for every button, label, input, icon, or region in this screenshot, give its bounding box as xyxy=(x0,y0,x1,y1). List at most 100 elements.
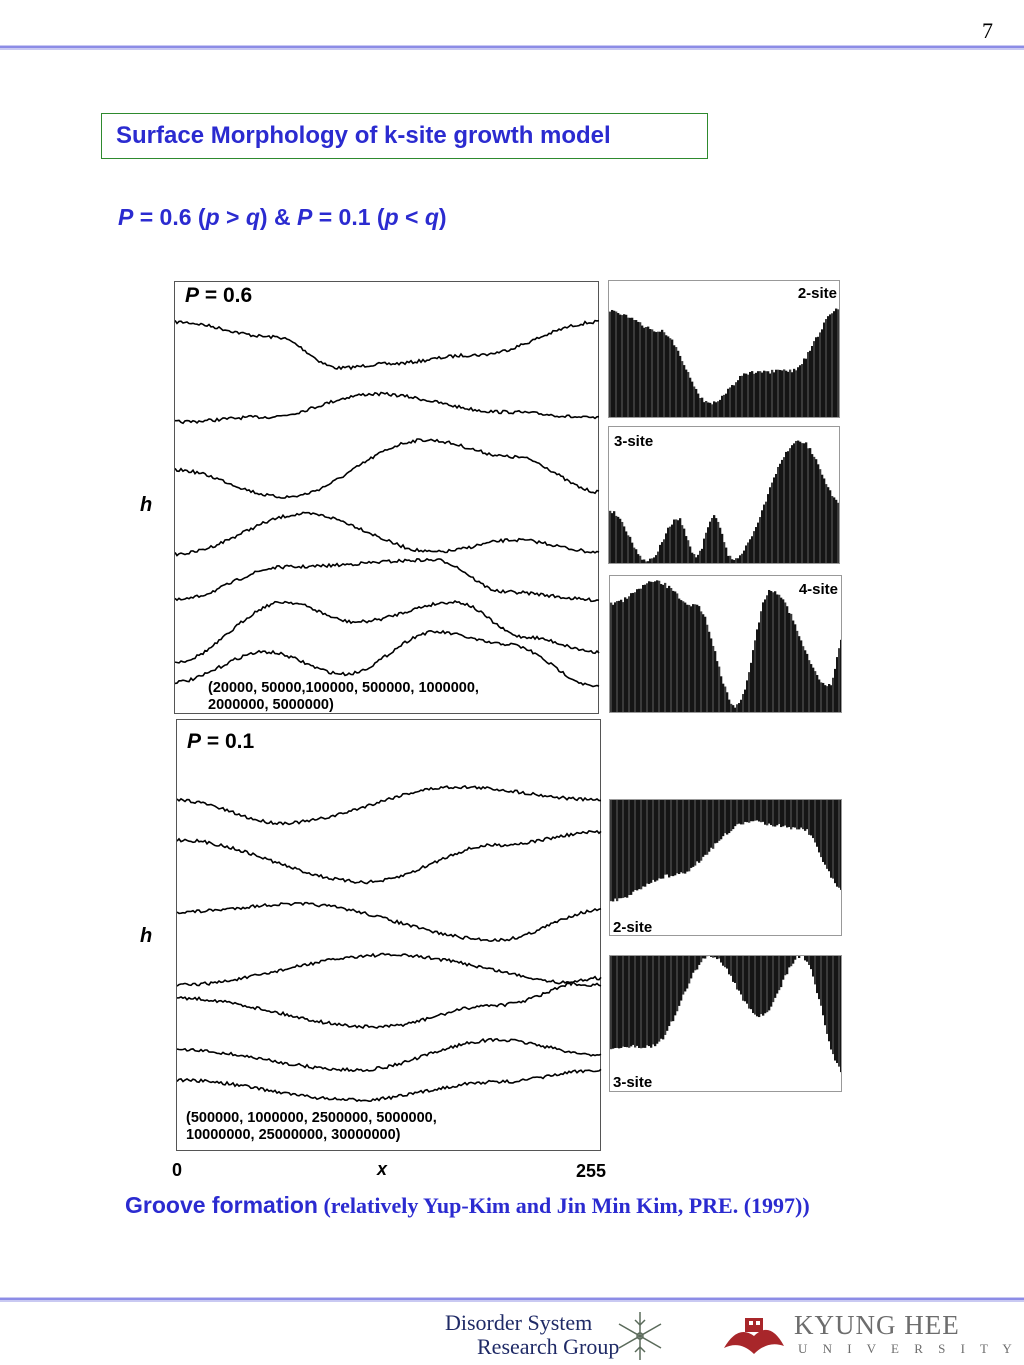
surface-column xyxy=(754,800,757,821)
surface-column xyxy=(668,585,671,712)
surface-column xyxy=(805,442,808,563)
surface-column xyxy=(704,616,707,712)
surface-column xyxy=(764,800,767,825)
surface-column xyxy=(693,386,696,417)
surface-column xyxy=(806,800,809,830)
surface-column xyxy=(649,558,652,563)
surface-column xyxy=(764,599,767,712)
page-title: Surface Morphology of k-site growth mode… xyxy=(116,122,611,149)
surface-profile-line xyxy=(177,1037,602,1073)
surface-column xyxy=(776,956,779,994)
surface-column xyxy=(713,401,716,417)
surface-column xyxy=(664,800,667,875)
surface-column xyxy=(646,583,649,712)
surface-column xyxy=(752,800,755,822)
surface-column xyxy=(737,380,740,417)
surface-column xyxy=(646,800,649,884)
surface-column xyxy=(704,800,707,855)
surface-column xyxy=(819,332,822,417)
surface-column xyxy=(740,956,743,995)
surface-column xyxy=(635,320,638,417)
surface-column xyxy=(740,800,743,825)
surface-column xyxy=(712,645,715,712)
surface-column xyxy=(804,956,807,961)
surface-column xyxy=(710,956,713,957)
surface-column xyxy=(735,382,738,417)
surface-column xyxy=(622,800,625,898)
surface-column xyxy=(692,956,695,973)
thumbnail-bottom-3site: 3-site xyxy=(609,955,842,1092)
surface-column xyxy=(618,600,621,712)
surface-column xyxy=(677,350,680,417)
surface-column xyxy=(755,527,758,563)
surface-column xyxy=(703,538,706,563)
surface-column xyxy=(838,800,841,888)
dsrg-logo-line2: Research Group xyxy=(477,1334,620,1359)
surface-column xyxy=(739,555,742,563)
surface-column xyxy=(812,800,815,839)
surface-column xyxy=(728,956,731,975)
surface-column xyxy=(827,316,830,417)
surface-column xyxy=(749,371,752,417)
surface-column xyxy=(615,515,618,563)
surface-column xyxy=(746,680,749,712)
surface-column xyxy=(803,358,806,417)
surface-column xyxy=(672,956,675,1022)
surface-column xyxy=(688,604,691,712)
surface-column xyxy=(612,956,615,1049)
surface-column xyxy=(644,584,647,712)
surface-column xyxy=(682,800,685,874)
surface-column xyxy=(724,800,727,834)
thumbnail-top-2site-surface xyxy=(609,308,839,417)
surface-column xyxy=(690,800,693,868)
surface-column xyxy=(669,338,672,417)
surface-column xyxy=(726,692,729,712)
surface-column xyxy=(834,800,837,884)
surface-column xyxy=(738,956,741,991)
subtitle-p2-cond-op: < xyxy=(398,204,425,230)
surface-column xyxy=(730,703,733,712)
surface-column xyxy=(684,956,687,992)
surface-column xyxy=(830,800,833,878)
surface-column xyxy=(785,370,788,417)
surface-column xyxy=(623,526,626,563)
surface-column xyxy=(791,372,794,417)
surface-column xyxy=(789,369,792,417)
surface-column xyxy=(690,956,693,979)
surface-column xyxy=(746,800,749,823)
surface-column xyxy=(741,375,744,417)
surface-column xyxy=(655,555,658,563)
surface-column xyxy=(808,956,811,966)
surface-column xyxy=(761,372,764,417)
surface-column xyxy=(792,620,795,712)
surface-column xyxy=(816,956,819,994)
surface-column xyxy=(682,601,685,712)
surface-column xyxy=(747,374,750,417)
surface-column xyxy=(670,956,673,1022)
surface-column xyxy=(685,536,688,563)
surface-column xyxy=(620,800,623,899)
surface-column xyxy=(688,956,691,984)
surface-column xyxy=(829,490,832,563)
panel-bottom-times: (500000, 1000000, 2500000, 5000000, 1000… xyxy=(186,1110,437,1144)
surface-column xyxy=(696,604,699,712)
surface-column xyxy=(681,525,684,563)
surface-column xyxy=(714,651,717,712)
surface-column xyxy=(810,664,813,712)
surface-column xyxy=(840,639,841,712)
surface-column xyxy=(754,640,757,712)
surface-column xyxy=(691,381,694,417)
surface-column xyxy=(776,800,779,826)
surface-column xyxy=(804,800,807,831)
panel-top-label-value: = 0.6 xyxy=(199,284,253,307)
surface-column xyxy=(788,800,791,827)
surface-column xyxy=(660,956,663,1039)
surface-column xyxy=(649,329,652,417)
surface-column xyxy=(748,672,751,712)
surface-column xyxy=(665,335,668,417)
subtitle-p1-var: P xyxy=(118,204,134,230)
surface-column xyxy=(840,800,841,890)
panel-top-label-var: P xyxy=(185,284,200,307)
surface-column xyxy=(711,518,714,563)
surface-column xyxy=(823,322,826,417)
